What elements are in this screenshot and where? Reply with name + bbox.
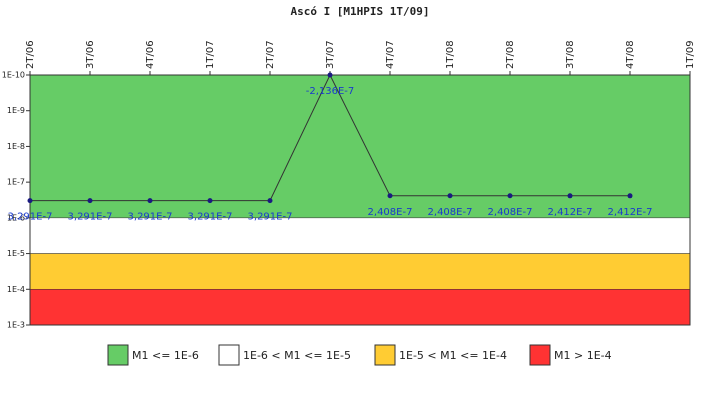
- point: [627, 193, 633, 199]
- legend-swatch: [218, 344, 240, 366]
- value-label: -2,136E-7: [306, 86, 355, 97]
- value-label: 3,291E-7: [68, 212, 113, 223]
- value-label: 2,408E-7: [488, 207, 533, 218]
- point: [87, 198, 93, 204]
- value-label: 2,408E-7: [428, 207, 473, 218]
- x-tick-label: 4T/08: [625, 40, 636, 69]
- legend-swatch: [107, 344, 129, 366]
- x-tick-label: 3T/08: [565, 40, 576, 69]
- y-tick-label: 1E-9: [7, 106, 25, 115]
- value-label: 2,412E-7: [548, 207, 593, 218]
- legend-label: 1E-5 < M1 <= 1E-4: [399, 349, 507, 362]
- point: [507, 193, 513, 199]
- x-tick-label: 3T/07: [325, 40, 336, 69]
- value-label: 3,291E-7: [248, 212, 293, 223]
- y-tick-label: 1E-3: [7, 321, 25, 330]
- value-label: 3,291E-7: [128, 212, 173, 223]
- point: [27, 198, 33, 204]
- value-label: 3,291E-7: [8, 212, 53, 223]
- value-label: 2,412E-7: [608, 207, 653, 218]
- point: [567, 193, 573, 199]
- point: [327, 72, 333, 78]
- chart-title: Ascó I [M1HPIS 1T/09]: [290, 5, 429, 18]
- legend-swatch: [374, 344, 396, 366]
- x-tick-label: 4T/06: [145, 40, 156, 69]
- point: [387, 193, 393, 199]
- y-tick-label: 1E-4: [7, 285, 25, 294]
- x-tick-label: 4T/07: [385, 40, 396, 69]
- band: [29, 74, 691, 219]
- x-tick-label: 3T/06: [85, 40, 96, 69]
- point: [447, 193, 453, 199]
- x-tick-label: 2T/06: [25, 40, 36, 69]
- y-tick-label: 1E-6: [7, 213, 25, 222]
- x-tick-label: 2T/07: [265, 40, 276, 69]
- x-tick-label: 1T/07: [205, 40, 216, 69]
- point: [147, 198, 153, 204]
- legend-label: M1 <= 1E-6: [132, 349, 199, 362]
- y-tick-label: 1E-7: [7, 178, 25, 187]
- x-tick-label: 2T/08: [505, 40, 516, 69]
- value-label: 3,291E-7: [188, 212, 233, 223]
- legend-swatch: [529, 344, 551, 366]
- band: [29, 253, 691, 290]
- y-tick-label: 1E-8: [7, 142, 25, 151]
- value-label: 2,408E-7: [368, 207, 413, 218]
- x-tick-label: 1T/08: [445, 40, 456, 69]
- point: [267, 198, 273, 204]
- band: [29, 289, 691, 326]
- point: [207, 198, 213, 204]
- x-tick-label: 1T/09: [685, 40, 696, 69]
- legend-label: M1 > 1E-4: [554, 349, 612, 362]
- y-tick-label: 1E-5: [7, 249, 25, 258]
- legend-label: 1E-6 < M1 <= 1E-5: [243, 349, 351, 362]
- y-tick-label: 1E-10: [2, 71, 25, 80]
- band: [29, 217, 691, 254]
